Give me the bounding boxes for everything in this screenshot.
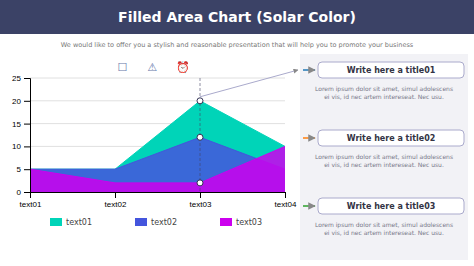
legend-label: text01 xyxy=(66,218,92,227)
panel-text-line: Lorem ipsum dolor sit amet, simul adoles… xyxy=(315,85,453,93)
tick-label: text03 xyxy=(190,200,212,209)
tick-mark xyxy=(24,192,30,193)
icon: ⏰ xyxy=(176,60,190,74)
panel-text-line: ei vis, id nec artem intereseat. Nec usu… xyxy=(324,161,444,168)
panel-arrow xyxy=(303,69,315,71)
tick: 25 xyxy=(12,74,30,83)
panel xyxy=(300,54,468,260)
grid-line xyxy=(30,123,285,124)
tick-mark xyxy=(115,192,116,198)
data-group xyxy=(30,78,285,192)
tick-mark xyxy=(24,146,30,147)
tick-mark xyxy=(24,169,30,170)
x-axis: text01 text02 text03 text04 xyxy=(20,192,297,209)
panel-arrow xyxy=(303,205,315,207)
tick: text02 xyxy=(105,192,127,209)
tick: 0 xyxy=(17,188,30,197)
tick-label: 0 xyxy=(17,188,22,197)
panel-text-line: ei vis, id nec artem intereseat. Nec usu… xyxy=(324,93,444,100)
panel-text: Lorem ipsum dolor sit amet, simul adoles… xyxy=(315,85,453,100)
panel-title: Write here a title02 xyxy=(347,134,436,143)
tick: text01 xyxy=(20,192,42,209)
legend-label: text03 xyxy=(236,218,262,227)
legend-item: text02 xyxy=(135,218,177,227)
tick: 10 xyxy=(12,142,30,151)
tick-label: text04 xyxy=(275,200,297,209)
panel-text: Lorem ipsum dolor sit amet, simul adoles… xyxy=(315,221,453,236)
tick-mark xyxy=(30,192,31,198)
area xyxy=(30,146,285,192)
icons: ☐ ⚠ ⏰ xyxy=(118,60,190,74)
tick-label: 25 xyxy=(12,74,21,83)
connector xyxy=(200,70,298,97)
panel-title: Write here a title01 xyxy=(347,66,436,75)
legend-swatch xyxy=(50,218,62,226)
y-axis: 0 5 10 15 20 25 xyxy=(12,74,30,197)
panel-title-box xyxy=(318,198,464,214)
panel-text-line: Lorem ipsum dolor sit amet, simul adoles… xyxy=(315,221,453,229)
subtitle: We would like to offer you a stylish and… xyxy=(61,41,414,49)
axis-line xyxy=(31,193,286,199)
grid-line xyxy=(30,78,285,79)
panel-title: Write here a title03 xyxy=(347,202,436,211)
legend-item: text01 xyxy=(50,218,92,227)
marker xyxy=(197,134,203,140)
panel-title-box xyxy=(318,130,464,146)
chart-svg: Filled Area Chart (Solar Color) We would … xyxy=(0,0,474,266)
icon: ⚠ xyxy=(148,61,158,74)
plot: 0 5 10 15 20 25 text01 text02 text03 text04 xyxy=(12,74,297,209)
grid xyxy=(30,78,285,192)
tick-label: 5 xyxy=(17,165,22,174)
legend-swatch xyxy=(220,218,232,226)
tick-mark xyxy=(200,192,201,198)
legend-swatch xyxy=(135,218,147,226)
panel-title-box xyxy=(318,62,464,78)
icon: ☐ xyxy=(118,61,128,74)
tick: 15 xyxy=(12,120,30,129)
tick-label: text02 xyxy=(105,200,127,209)
header-bar xyxy=(0,0,474,34)
tick-label: 15 xyxy=(12,120,21,129)
legend-label: text02 xyxy=(151,218,177,227)
tick-label: 10 xyxy=(12,142,21,151)
tick: 20 xyxy=(12,97,30,106)
panel-text-line: Lorem ipsum dolor sit amet, simul adoles… xyxy=(315,153,453,161)
tick: text03 xyxy=(190,192,212,209)
tick-mark xyxy=(24,124,30,125)
tick-mark xyxy=(285,192,286,198)
panel-text: Lorem ipsum dolor sit amet, simul adoles… xyxy=(315,153,453,168)
tick: 5 xyxy=(17,165,30,174)
panel-arrow xyxy=(303,137,315,139)
tick-mark xyxy=(24,78,30,79)
area xyxy=(30,137,285,192)
grid-line xyxy=(30,100,285,101)
marker xyxy=(197,98,203,104)
panel-text-line: ei vis, id nec artem intereseat. Nec usu… xyxy=(324,229,444,236)
marker xyxy=(197,180,203,186)
legend-item: text03 xyxy=(220,218,262,227)
tick: text04 xyxy=(275,192,297,209)
area-line xyxy=(30,146,285,182)
title: Filled Area Chart (Solar Color) xyxy=(118,9,356,25)
tick-label: 20 xyxy=(12,97,21,106)
axis-line xyxy=(24,79,31,193)
area xyxy=(30,101,285,192)
tick-label: text01 xyxy=(20,200,42,209)
tick-mark xyxy=(24,101,30,102)
legend: text01 text02 text03 xyxy=(50,218,262,227)
